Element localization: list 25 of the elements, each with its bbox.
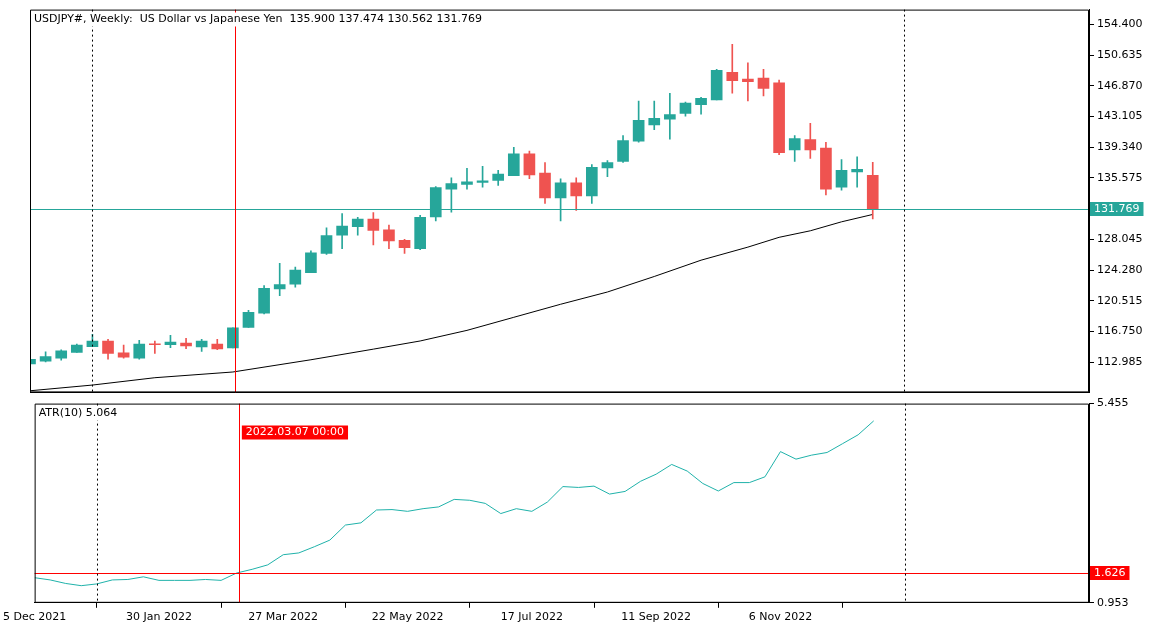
y-tick-label: 124.280 [1097,262,1143,276]
y-tick-label: 112.985 [1097,355,1143,369]
y-tick-label: 116.750 [1097,324,1143,338]
x-tick-label: 30 Jan 2022 [125,610,192,624]
y-tick-label: 128.045 [1097,232,1143,246]
x-tick-label: 17 Jul 2022 [500,610,563,624]
ref-line-label: 131.769 [1094,201,1140,215]
x-tick-label: 5 Dec 2021 [3,610,67,624]
ref-line-label: 2022.03.07 00:00 [245,425,345,439]
y-tick-label: 154.400 [1097,17,1143,31]
x-tick-label: 11 Sep 2022 [621,610,692,624]
y-tick-label: 143.105 [1097,109,1143,123]
y-tick-label: 139.340 [1097,140,1143,154]
chart-title: ATR(10) 5.064 [38,406,118,420]
y-tick-label: 135.575 [1097,170,1143,184]
ref-line-label: 1.626 [1094,565,1126,579]
chart-title: USDJPY#, Weekly: US Dollar vs Japanese Yen 135.900 137.474 130.562 131.769 [34,12,482,26]
y-tick-label: 0.953 [1097,595,1129,609]
x-tick-label: 6 Nov 2022 [748,610,813,624]
y-tick-label: 120.515 [1097,293,1143,307]
x-tick-label: 27 Mar 2022 [248,610,319,624]
x-tick-label: 22 May 2022 [371,610,444,624]
y-tick-label: 146.870 [1097,78,1143,92]
y-tick-label: 150.635 [1097,47,1143,61]
y-tick-label: 5.455 [1097,396,1129,410]
